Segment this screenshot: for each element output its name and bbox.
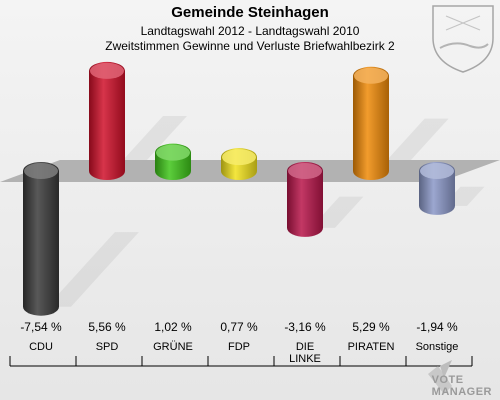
chart-subtitle-2: Zweitstimmen Gewinne und Verluste Briefw…	[105, 39, 395, 53]
category-label: FDP	[228, 341, 250, 353]
bar-shadow	[47, 232, 139, 307]
coat-of-arms-icon	[432, 5, 494, 73]
bar-cap	[420, 163, 454, 179]
category-label: GRÜNE	[153, 341, 193, 353]
vote-manager-text: VOTE MANAGER	[431, 374, 492, 398]
bar-cdu	[23, 162, 59, 316]
value-label: -1,94 %	[416, 320, 458, 334]
vote-manager-logo	[428, 360, 452, 394]
value-label: 5,56 %	[88, 320, 126, 334]
category-label: SPD	[96, 341, 119, 353]
bar-spd	[89, 61, 125, 180]
bar-piraten	[353, 66, 389, 180]
bar-cap	[288, 163, 322, 179]
bar-cap	[156, 144, 190, 161]
category-label: LINKE	[289, 353, 321, 365]
category-label: DIE	[296, 341, 314, 353]
category-label: PIRATEN	[348, 341, 395, 353]
bar-cap	[24, 163, 58, 179]
bar-die-linke	[287, 162, 323, 237]
bar-cap	[222, 149, 256, 166]
bar-shadow	[311, 196, 364, 228]
category-label: Sonstige	[416, 341, 459, 353]
bar-shadow	[113, 115, 188, 171]
category-label: CDU	[29, 341, 53, 353]
value-label: 1,02 %	[154, 320, 192, 334]
value-label: 5,29 %	[352, 320, 390, 334]
bar-cap	[90, 62, 124, 79]
bar-shadow	[377, 118, 449, 171]
bar-cap	[354, 67, 388, 84]
value-label: -7,54 %	[20, 320, 62, 334]
value-label: -3,16 %	[284, 320, 326, 334]
chart-title: Gemeinde Steinhagen	[171, 4, 329, 21]
value-label: 0,77 %	[220, 320, 258, 334]
chart-subtitle: Landtagswahl 2012 - Landtagswahl 2010	[140, 24, 360, 38]
